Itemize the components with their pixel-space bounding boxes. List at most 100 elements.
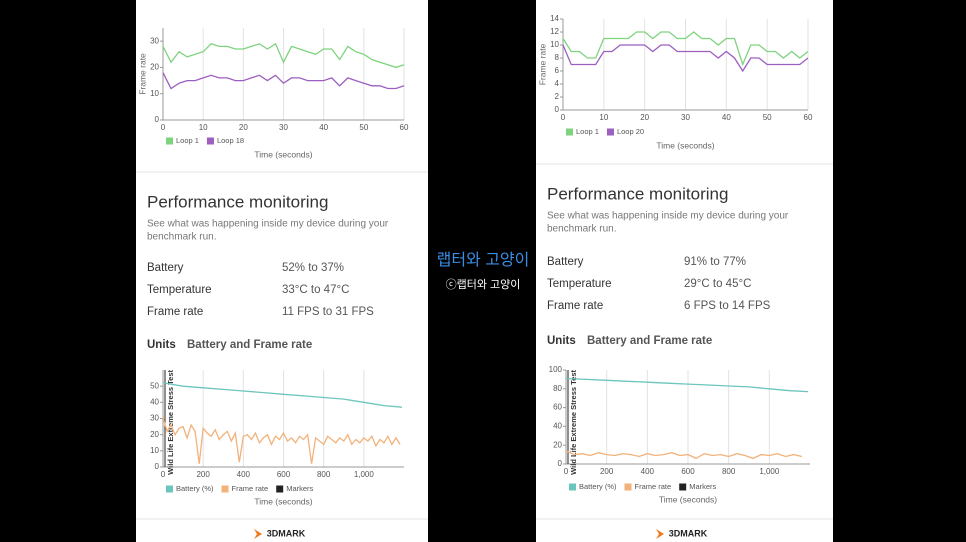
legend-label: Frame rate: [232, 484, 269, 493]
x-tick-label: 60: [804, 113, 813, 122]
y-tick-label: 20: [553, 440, 562, 449]
y-tick-label: 6: [555, 66, 560, 75]
y-axis-label: Frame rate: [137, 53, 147, 95]
series-line: [162, 382, 403, 408]
y-tick-label: 80: [553, 384, 562, 393]
series-line: [162, 416, 401, 464]
row-value: 29°C to 45°C: [684, 278, 751, 290]
y-tick-label: 0: [155, 462, 160, 471]
x-tick-label: 200: [600, 467, 614, 476]
legend-swatch: [566, 128, 573, 136]
x-tick-label: 10: [199, 123, 208, 132]
y-tick-label: 30: [150, 414, 159, 423]
legend-swatch: [221, 485, 229, 493]
legend-swatch: [166, 485, 173, 493]
y-axis-label: Frame rate: [537, 43, 547, 85]
x-tick-label: 600: [681, 467, 695, 476]
x-tick-label: 0: [161, 470, 166, 479]
section-title: Performance monitoring: [147, 192, 328, 211]
x-tick-label: 800: [722, 467, 736, 476]
row-label: Temperature: [147, 284, 212, 296]
units-label: Units: [547, 335, 576, 347]
marker-annotation: Wild Life Extreme Stress Test: [166, 369, 175, 474]
section-subtitle: benchmark run.: [547, 224, 616, 235]
legend-label: Battery (%): [176, 484, 214, 493]
legend-label: Markers: [286, 484, 313, 493]
x-tick-label: 40: [722, 113, 731, 122]
row-value: 91% to 77%: [684, 256, 746, 268]
y-tick-label: 12: [550, 27, 559, 36]
left-panel: [136, 0, 428, 542]
x-axis-label: Time (seconds): [656, 140, 714, 150]
y-tick-label: 20: [150, 430, 159, 439]
y-tick-label: 40: [553, 422, 562, 431]
section-subtitle: See what was happening inside my device …: [547, 211, 789, 222]
x-tick-label: 400: [641, 467, 655, 476]
x-tick-label: 1,000: [354, 470, 375, 479]
x-axis-label: Time (seconds): [254, 496, 312, 506]
y-tick-label: 10: [150, 89, 159, 98]
legend-swatch: [679, 483, 687, 491]
x-tick-label: 0: [564, 467, 569, 476]
row-value: 33°C to 47°C: [282, 284, 349, 296]
x-tick-label: 0: [161, 123, 166, 132]
x-axis-label: Time (seconds): [254, 149, 312, 159]
logo: 3DMARK: [669, 528, 708, 538]
y-tick-label: 40: [150, 397, 159, 406]
watermark-credit: ⓒ랩터와 고양이: [446, 278, 521, 291]
y-tick-label: 2: [555, 92, 560, 101]
x-tick-label: 800: [317, 470, 331, 479]
section-subtitle: benchmark run.: [147, 232, 216, 243]
legend-label: Loop 20: [617, 127, 644, 136]
legend-swatch: [276, 485, 284, 493]
legend-label: Frame rate: [635, 482, 672, 491]
x-tick-label: 0: [561, 113, 566, 122]
section-subtitle: See what was happening inside my device …: [147, 219, 389, 230]
series-line: [162, 42, 405, 69]
legend-label: Loop 1: [176, 136, 199, 145]
legend-label: Markers: [689, 482, 716, 491]
y-tick-label: 10: [550, 40, 559, 49]
row-value: 6 FPS to 14 FPS: [684, 300, 771, 312]
row-label: Temperature: [547, 278, 612, 290]
logo: 3DMARK: [267, 528, 306, 538]
x-tick-label: 50: [359, 123, 368, 132]
units-value: Battery and Frame rate: [187, 339, 312, 351]
row-label: Frame rate: [547, 300, 603, 312]
legend-swatch: [206, 137, 214, 145]
row-label: Frame rate: [147, 306, 203, 318]
x-axis-label: Time (seconds): [659, 494, 717, 504]
logo-icon: [656, 529, 664, 539]
row-value: 52% to 37%: [282, 262, 344, 274]
x-tick-label: 400: [237, 470, 251, 479]
right-panel: [536, 0, 833, 542]
x-tick-label: 30: [681, 113, 690, 122]
y-tick-label: 50: [150, 381, 159, 390]
y-tick-label: 10: [150, 446, 159, 455]
legend-swatch: [624, 483, 632, 491]
legend-label: Loop 18: [217, 136, 244, 145]
y-tick-label: 8: [555, 53, 560, 62]
row-value: 11 FPS to 31 FPS: [282, 306, 374, 318]
units-value: Battery and Frame rate: [587, 335, 712, 347]
x-tick-label: 50: [763, 113, 772, 122]
x-tick-label: 10: [599, 113, 608, 122]
row-label: Battery: [147, 262, 184, 274]
x-tick-label: 60: [400, 123, 409, 132]
row-label: Battery: [547, 256, 584, 268]
series-line: [562, 44, 809, 73]
y-tick-label: 30: [150, 36, 159, 45]
y-tick-label: 0: [555, 105, 560, 114]
legend-swatch: [606, 128, 614, 136]
watermark-title: 랩터와 고양이: [437, 251, 530, 269]
y-tick-label: 0: [558, 459, 563, 468]
y-tick-label: 14: [550, 14, 559, 23]
units-label: Units: [147, 339, 176, 351]
x-tick-label: 1,000: [759, 467, 780, 476]
y-tick-label: 20: [150, 63, 159, 72]
series-line: [162, 72, 405, 90]
y-tick-label: 0: [155, 115, 160, 124]
series-line: [562, 31, 809, 67]
logo-icon: [254, 529, 262, 539]
